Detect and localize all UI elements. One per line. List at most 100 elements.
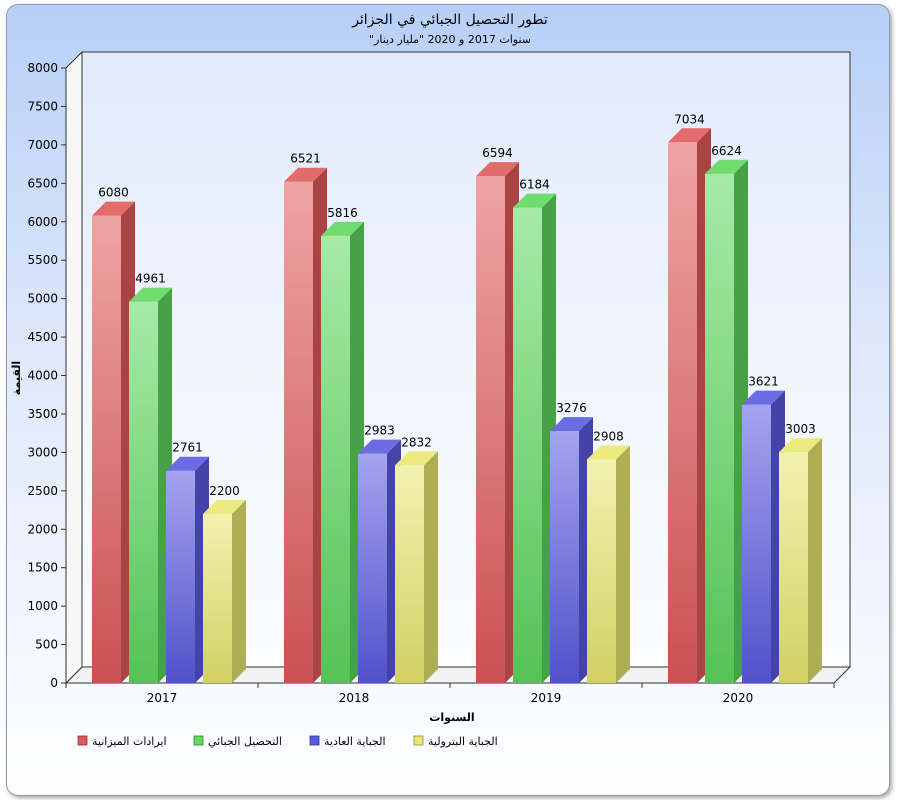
bar-front: [513, 207, 542, 684]
bar-top: [358, 439, 401, 454]
bar-value-label: 2908: [593, 429, 624, 443]
bar-2020-2: [705, 159, 748, 683]
y-tick-label: 7500: [27, 99, 58, 113]
bar-value-label: 7034: [674, 112, 705, 126]
bar-value-label: 6624: [711, 144, 742, 158]
bar-2018-2: [321, 221, 364, 683]
bar-top: [587, 445, 630, 460]
x-tick-label: 2020: [723, 691, 754, 705]
y-axis: 0 500 1000 1500 2000 2500 3000 3500 4000 4500 5000…: [27, 61, 66, 690]
bar-2018-4: [395, 451, 438, 683]
bar-top: [203, 499, 246, 514]
bar-value-label: 3621: [748, 375, 779, 389]
bar-side: [424, 451, 438, 683]
bar-value-label: 2832: [401, 435, 432, 449]
x-tick-label: 2018: [339, 691, 370, 705]
legend-swatch: [309, 735, 320, 746]
bar-side: [232, 499, 246, 683]
bar-top: [550, 417, 593, 432]
y-tick-label: 2000: [27, 522, 58, 536]
bar-top: [779, 438, 822, 453]
bar-value-label: 6184: [519, 178, 550, 192]
bar-front: [203, 513, 232, 683]
x-tick-label: 2017: [147, 691, 178, 705]
legend-swatch: [413, 735, 424, 746]
y-tick-label: 5000: [27, 292, 58, 306]
bar-front: [668, 142, 697, 684]
bar-front: [742, 404, 771, 683]
bar-front: [705, 173, 734, 683]
bar-top: [395, 451, 438, 466]
y-tick-label: 4000: [27, 369, 58, 383]
bar-value-label: 6521: [290, 152, 321, 166]
x-axis-label: السنوات: [429, 711, 474, 724]
y-tick-label: 8000: [27, 61, 58, 75]
y-tick-label: 6500: [27, 176, 58, 190]
bar-top: [513, 193, 556, 208]
legend-label: التحصيل الجبائي: [208, 735, 282, 748]
chart-title: تطور التحصيل الجبائي في الجزائر: [351, 12, 548, 28]
bar-top: [321, 221, 364, 236]
y-tick-label: 6000: [27, 215, 58, 229]
legend-swatch: [193, 735, 204, 746]
bar-front: [395, 465, 424, 683]
y-tick-label: 0: [50, 676, 58, 690]
bar-front: [550, 431, 579, 683]
bar-2019-4: [587, 445, 630, 683]
bar-top: [166, 456, 209, 471]
bar-top: [668, 128, 711, 143]
bar-side: [808, 438, 822, 683]
bar-2020-4: [779, 438, 822, 683]
bar-front: [358, 453, 387, 683]
bar-top: [129, 287, 172, 302]
chart-subtitle: "سنوات 2017 و 2020 "مليار دينار: [369, 33, 531, 46]
bar-value-label: 6594: [482, 146, 513, 160]
bar-2017-4: [203, 499, 246, 683]
bar-top: [476, 162, 519, 177]
y-axis-label: القيمة: [10, 361, 23, 395]
y-tick-label: 2500: [27, 484, 58, 498]
bar-value-label: 3276: [556, 401, 587, 415]
bar-2018-3: [358, 439, 401, 683]
bar-value-label: 2983: [364, 424, 395, 438]
bar-value-label: 2761: [172, 441, 203, 455]
bar-top: [92, 201, 135, 216]
bar-2019-1: [476, 162, 519, 683]
y-tick-label: 1000: [27, 599, 58, 613]
plot-side-wall: [65, 50, 83, 685]
bar-2017-1: [92, 201, 135, 683]
x-tick-label: 2019: [531, 691, 562, 705]
bars-group: 6080 4961 2761 2200 6521 5816 2983 2832 6594 6184…: [92, 112, 822, 684]
bar-value-label: 4961: [135, 272, 166, 286]
bar-value-label: 6080: [98, 186, 129, 200]
y-tick-label: 4500: [27, 330, 58, 344]
bar-value-label: 2200: [209, 484, 240, 498]
y-tick-label: 3500: [27, 407, 58, 421]
x-axis: 2017 2018 2019 2020: [65, 683, 835, 705]
bar-front: [587, 459, 616, 683]
y-tick-label: 5500: [27, 253, 58, 267]
bar-2020-3: [742, 390, 785, 683]
bar-front: [129, 301, 158, 683]
bar-2018-1: [284, 167, 327, 683]
legend-label: الجباية البترولية: [428, 735, 498, 748]
bar-value-label: 5816: [327, 206, 358, 220]
bar-side: [616, 445, 630, 683]
y-tick-label: 1500: [27, 561, 58, 575]
bar-front: [92, 215, 121, 683]
legend-swatch: [77, 735, 88, 746]
legend-label: الجباية العادية: [324, 735, 386, 748]
bar-top: [284, 167, 327, 182]
legend: ايرادات الميزانية التحصيل الجبائي الجباية …: [77, 735, 498, 748]
bar-value-label: 3003: [785, 422, 816, 436]
bar-top: [742, 390, 785, 405]
bar-front: [779, 452, 808, 683]
y-tick-label: 3000: [27, 445, 58, 459]
bar-2019-2: [513, 193, 556, 684]
legend-label: ايرادات الميزانية: [92, 735, 167, 748]
bar-2020-1: [668, 128, 711, 684]
plot-area: [64, 50, 852, 685]
bar-front: [166, 470, 195, 683]
bar-front: [284, 181, 313, 683]
